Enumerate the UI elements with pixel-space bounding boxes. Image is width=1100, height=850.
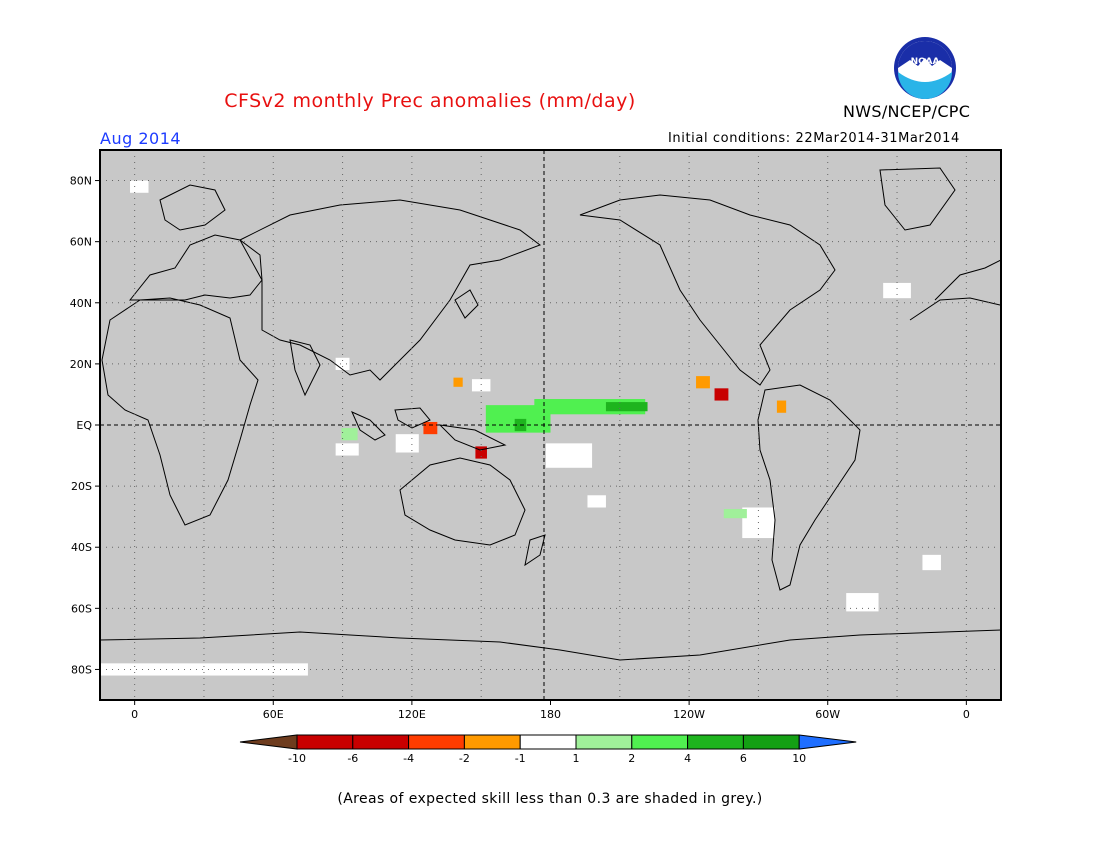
legend-swatch <box>575 734 633 750</box>
anomaly-patch <box>475 446 487 459</box>
noaa-logo: NOAA <box>894 37 956 99</box>
anomaly-patch <box>696 376 710 389</box>
longitude-axis: 0 60E 120E 180 120W 60W 0 <box>131 700 970 721</box>
skill-footnote: (Areas of expected skill less than 0.3 a… <box>337 791 763 807</box>
lat-tick-label: 60S <box>71 602 92 615</box>
anomaly-patch <box>723 509 747 519</box>
legend-swatch <box>687 734 744 750</box>
lon-tick-label: 60E <box>263 708 284 721</box>
legend-label: 4 <box>684 752 691 765</box>
legend-swatch <box>519 734 577 750</box>
lon-tick-label: 120W <box>673 708 705 721</box>
low-anomaly-area <box>883 282 911 299</box>
low-anomaly-area <box>545 443 593 468</box>
anomaly-patch <box>453 377 463 387</box>
anomaly-patch <box>714 388 729 401</box>
low-anomaly-area <box>471 379 491 392</box>
low-anomaly-area <box>100 663 308 676</box>
legend-swatch <box>296 734 354 750</box>
legend-swatch <box>463 734 521 750</box>
legend-arrow-high <box>798 734 857 750</box>
lat-tick-label: 80N <box>70 175 92 188</box>
legend-label: 1 <box>573 752 580 765</box>
low-anomaly-area <box>130 180 149 193</box>
color-legend: -10 -6 -4 -2 -1 1 2 4 6 10 <box>239 734 857 765</box>
low-anomaly-area <box>922 554 941 571</box>
chart-title: CFSv2 monthly Prec anomalies (mm/day) <box>224 90 636 112</box>
lat-tick-label: 40S <box>71 541 92 554</box>
legend-label: 2 <box>628 752 635 765</box>
lat-tick-label: 60N <box>70 236 92 249</box>
lon-tick-label: 0 <box>963 708 970 721</box>
anomaly-patch <box>776 400 787 413</box>
anomaly-patch <box>605 402 648 412</box>
anomaly-shading <box>341 376 787 519</box>
legend-label: 6 <box>740 752 747 765</box>
anomaly-patch <box>423 421 438 435</box>
initial-conditions-label: Initial conditions: 22Mar2014-31Mar2014 <box>668 131 960 146</box>
low-anomaly-areas <box>100 180 941 676</box>
anomaly-patch <box>341 428 358 441</box>
lon-tick-label: 60W <box>815 708 840 721</box>
legend-label: 10 <box>792 752 806 765</box>
lon-tick-label: 0 <box>131 708 138 721</box>
graticule-lines <box>100 150 1001 700</box>
low-anomaly-area <box>846 593 879 612</box>
legend-label: -1 <box>515 752 526 765</box>
legend-label: -10 <box>288 752 306 765</box>
forecast-month-label: Aug 2014 <box>100 129 182 148</box>
legend-swatch <box>631 734 689 750</box>
legend-swatch <box>352 734 410 750</box>
coastlines <box>100 167 1001 661</box>
lat-tick-label: EQ <box>76 419 92 432</box>
lat-tick-label: 20S <box>71 480 92 493</box>
low-anomaly-area <box>395 434 419 453</box>
lon-tick-label: 120E <box>398 708 426 721</box>
legend-label: -6 <box>347 752 358 765</box>
lat-tick-label: 40N <box>70 297 92 310</box>
legend-label: -2 <box>459 752 470 765</box>
agency-label: NWS/NCEP/CPC <box>843 102 971 121</box>
lon-tick-label: 180 <box>540 708 561 721</box>
legend-swatch <box>742 734 800 750</box>
noaa-logo-text: NOAA <box>911 57 940 67</box>
lat-tick-label: 20N <box>70 358 92 371</box>
legend-label: -4 <box>403 752 414 765</box>
lat-tick-label: 80S <box>71 663 92 676</box>
legend-arrow-low <box>239 734 298 750</box>
low-anomaly-area <box>335 357 350 370</box>
legend-swatch <box>408 734 465 750</box>
latitude-axis: 80N 60N 40N 20N EQ 20S 40S 60S 80S <box>70 175 100 676</box>
low-anomaly-area <box>587 495 606 508</box>
low-anomaly-area <box>335 443 359 456</box>
